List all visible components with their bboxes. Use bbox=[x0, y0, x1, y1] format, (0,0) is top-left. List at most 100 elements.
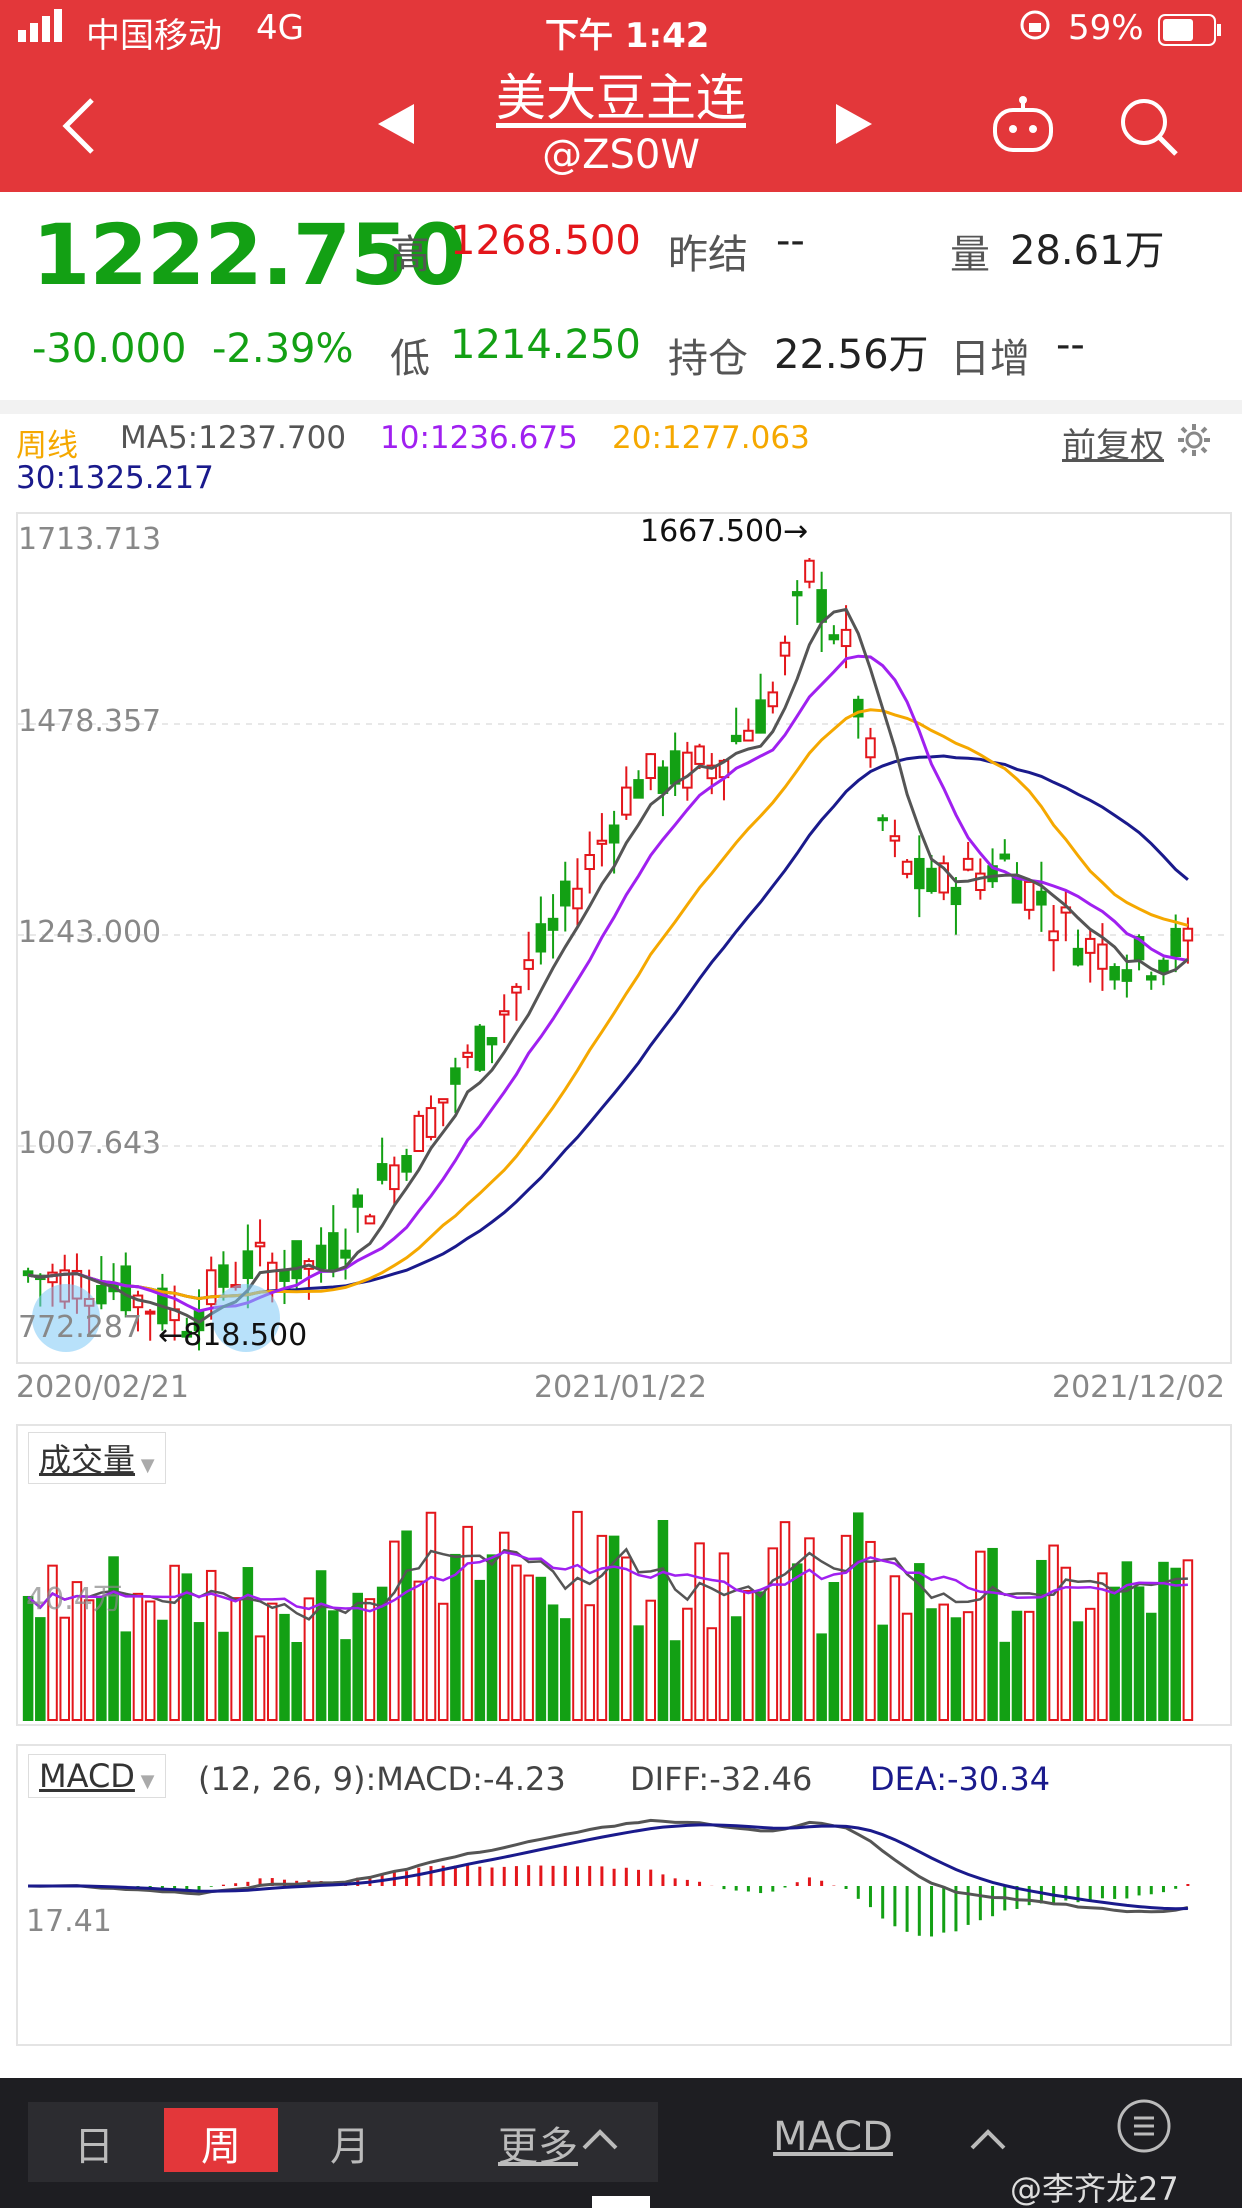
volume-bar bbox=[511, 1564, 522, 1721]
candle-body bbox=[743, 729, 754, 742]
macd-axis-label: 17.41 bbox=[26, 1904, 112, 1939]
candle-body bbox=[1011, 875, 1023, 904]
back-button[interactable] bbox=[58, 96, 98, 160]
candle-body bbox=[291, 1240, 302, 1280]
candle-body bbox=[425, 1107, 437, 1138]
volume-label: 量 bbox=[950, 232, 990, 278]
indicator-select-button[interactable]: MACD bbox=[773, 2114, 893, 2160]
macd-indicator-select[interactable]: MACD ▼ bbox=[28, 1754, 166, 1798]
volume-bar bbox=[975, 1550, 986, 1721]
search-icon[interactable] bbox=[1118, 96, 1180, 162]
last-price: 1222.750 bbox=[32, 206, 466, 304]
candle-body bbox=[242, 1250, 254, 1279]
volume-value: 28.61万 bbox=[1010, 228, 1165, 274]
date-end: 2021/12/02 bbox=[1052, 1370, 1225, 1405]
adjust-mode-button[interactable]: 前复权 bbox=[1062, 426, 1164, 466]
candle-body bbox=[279, 1270, 290, 1282]
candle-body bbox=[755, 699, 766, 734]
volume-bar bbox=[437, 1602, 449, 1721]
daily-increase-value: -- bbox=[1056, 322, 1085, 368]
candle-body bbox=[315, 1244, 327, 1270]
candle-body bbox=[389, 1164, 400, 1191]
y-axis-label: 1478.357 bbox=[18, 704, 162, 739]
settings-gear-icon[interactable] bbox=[1176, 422, 1212, 462]
chevron-up-icon[interactable] bbox=[968, 2126, 1008, 2156]
volume-indicator-select[interactable]: 成交量 ▼ bbox=[28, 1432, 166, 1484]
candle-body bbox=[218, 1264, 229, 1288]
volume-bar bbox=[328, 1610, 339, 1721]
candle-body bbox=[1158, 959, 1169, 974]
page-title[interactable]: 美大豆主连 bbox=[496, 69, 746, 127]
volume-panel[interactable]: 成交量 ▼ 40.4万 bbox=[16, 1424, 1232, 1726]
macd-panel[interactable]: MACD ▼ (12, 26, 9):MACD:-4.23 DIFF:-32.4… bbox=[16, 1744, 1232, 2046]
ma10-line bbox=[27, 654, 1189, 1313]
tab-week[interactable]: 周 bbox=[201, 2124, 241, 2170]
volume-bar bbox=[621, 1556, 632, 1721]
volume-bar bbox=[596, 1534, 608, 1721]
candle-body bbox=[547, 917, 559, 931]
candle-body bbox=[926, 867, 937, 893]
volume-bar bbox=[755, 1591, 766, 1722]
kline-chart[interactable]: 1713.713 1478.357 1243.000 1007.643 772.… bbox=[16, 512, 1232, 1364]
chevron-up-icon[interactable] bbox=[580, 2126, 620, 2156]
candle-body bbox=[804, 559, 815, 583]
tab-more[interactable]: 更多 bbox=[498, 2124, 578, 2170]
volume-bar bbox=[987, 1547, 998, 1722]
candle-body bbox=[877, 817, 888, 822]
prev-contract-button[interactable] bbox=[378, 104, 414, 148]
date-start: 2020/02/21 bbox=[16, 1370, 189, 1405]
volume-bar bbox=[914, 1563, 925, 1721]
candle-body bbox=[584, 854, 595, 871]
macd-dea-value: DEA:-30.34 bbox=[870, 1760, 1051, 1798]
candle-body bbox=[816, 589, 827, 623]
volume-bar bbox=[279, 1613, 290, 1721]
candle-body bbox=[1121, 969, 1133, 982]
next-contract-button[interactable] bbox=[836, 104, 872, 148]
volume-bar bbox=[1048, 1544, 1059, 1721]
volume-bar bbox=[901, 1612, 913, 1722]
robot-assistant-icon[interactable] bbox=[990, 96, 1056, 160]
candle-body bbox=[1145, 975, 1157, 981]
tab-month[interactable]: 月 bbox=[330, 2124, 370, 2170]
candle-body bbox=[120, 1265, 132, 1312]
volume-svg bbox=[22, 1510, 1194, 1722]
volume-bar bbox=[498, 1531, 510, 1721]
contract-code: @ZS0W bbox=[542, 132, 700, 178]
candle-body bbox=[779, 641, 791, 657]
candle-body bbox=[645, 753, 657, 780]
candle-body bbox=[266, 1261, 278, 1293]
tab-day[interactable]: 日 bbox=[74, 2124, 114, 2170]
candle-body bbox=[96, 1284, 107, 1305]
volume-bar bbox=[950, 1617, 962, 1721]
volume-axis-label: 40.4万 bbox=[26, 1582, 123, 1617]
carrier-name: 中国移动 bbox=[86, 16, 222, 56]
ma20-line bbox=[27, 708, 1189, 1301]
candle-body bbox=[962, 857, 974, 871]
volume-bar bbox=[181, 1573, 193, 1721]
min-price-marker: ←818.500 bbox=[158, 1318, 308, 1353]
battery-percent: 59% bbox=[1068, 8, 1144, 48]
candle-body bbox=[730, 734, 742, 743]
macd-svg bbox=[28, 1818, 1190, 1937]
volume-bar bbox=[413, 1580, 425, 1721]
volume-bar bbox=[1036, 1559, 1047, 1721]
volume-bar bbox=[352, 1592, 364, 1721]
ma10-legend: 10:1236.675 bbox=[380, 420, 578, 456]
volume-bar bbox=[694, 1542, 705, 1721]
volume-bar bbox=[1158, 1561, 1169, 1721]
macd-diff-value: DIFF:-32.46 bbox=[630, 1760, 813, 1798]
low-label: 低 bbox=[390, 336, 430, 382]
touch-indicator bbox=[32, 1284, 100, 1352]
clock: 下午 1:42 bbox=[545, 16, 710, 56]
volume-bar bbox=[767, 1547, 779, 1721]
macd-params: (12, 26, 9):MACD:-4.23 bbox=[198, 1760, 566, 1798]
candle-body bbox=[437, 1098, 449, 1104]
volume-bar bbox=[559, 1618, 571, 1721]
volume-bar bbox=[962, 1611, 974, 1721]
volume-bar bbox=[779, 1521, 791, 1721]
menu-icon[interactable] bbox=[1116, 2098, 1172, 2158]
volume-ma-line bbox=[27, 1547, 1188, 1621]
y-axis-label: 772.287 bbox=[18, 1310, 143, 1345]
candle-body bbox=[1023, 880, 1035, 911]
volume-bar bbox=[169, 1564, 180, 1721]
